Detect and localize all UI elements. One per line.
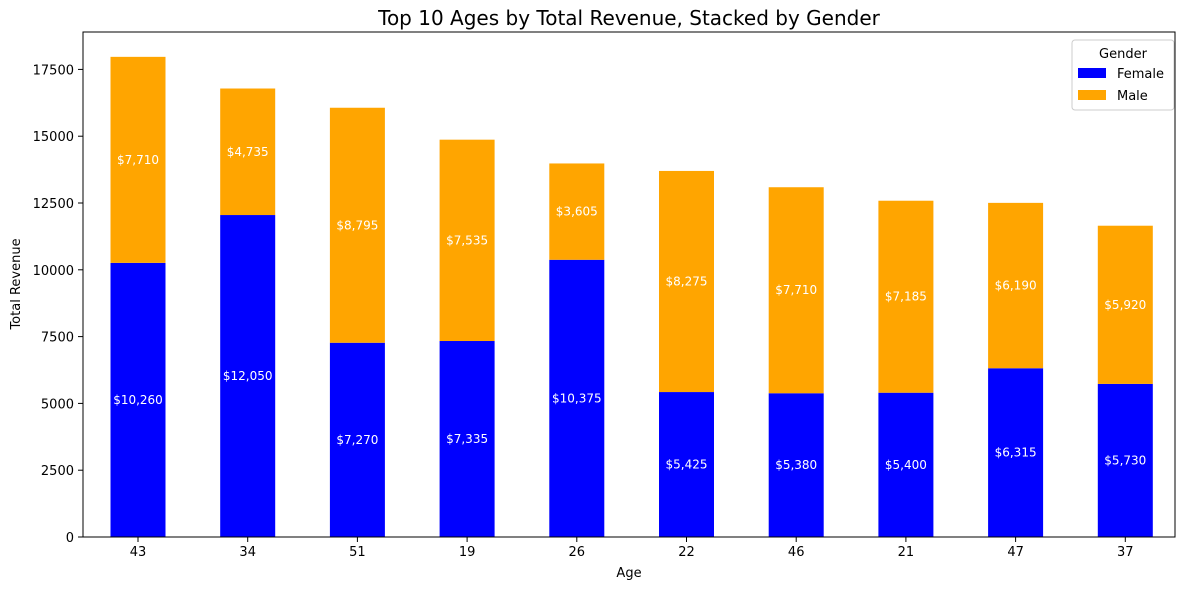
data-label-male-22: $8,275 [666, 274, 708, 288]
x-axis: 43 34 51 19 26 22 46 21 47 37 [130, 537, 1134, 560]
bar-male-26 [549, 163, 605, 260]
x-tick-label-19: 19 [459, 545, 476, 560]
x-tick-label-46: 46 [788, 545, 805, 560]
bar-male-51 [329, 107, 385, 343]
bar-female-34 [220, 215, 276, 537]
x-tick-label-51: 51 [349, 545, 366, 560]
data-label-female-26: $10,375 [552, 391, 602, 405]
data-label-female-34: $12,050 [223, 369, 273, 383]
x-tick-label-26: 26 [569, 545, 586, 560]
bar-male-34 [220, 88, 276, 216]
legend: Gender Female Male [1071, 39, 1175, 111]
bar-male-47 [988, 202, 1044, 369]
x-tick-label-22: 22 [678, 545, 695, 560]
y-tick-label-15000: 15000 [33, 130, 74, 145]
bar-female-21 [878, 392, 934, 537]
data-label-male-26: $3,605 [556, 205, 598, 219]
y-tick-label-5000: 5000 [41, 397, 74, 412]
bar-female-46 [768, 393, 824, 537]
y-axis-label: Total Revenue [9, 238, 24, 330]
data-label-female-22: $5,425 [666, 458, 708, 472]
legend-title: Gender [1099, 47, 1148, 62]
y-tick-label-2500: 2500 [41, 464, 74, 479]
legend-label-female: Female [1117, 67, 1164, 82]
data-label-male-51: $8,795 [336, 218, 378, 232]
data-labels-layer: $10,260 $7,710 $12,050 $4,735 $7,270 $8,795 $7… [113, 145, 1146, 472]
bar-female-37 [1097, 383, 1153, 537]
x-tick-label-37: 37 [1117, 545, 1134, 560]
bar-male-22 [659, 170, 714, 393]
y-axis: 0 2500 5000 7500 10000 12500 15000 17500 [33, 63, 83, 546]
bar-female-19 [439, 341, 495, 537]
y-tick-label-12500: 12500 [33, 197, 74, 212]
x-tick-label-43: 43 [130, 545, 147, 560]
plot-frame [82, 31, 1176, 538]
data-label-female-46: $5,380 [775, 458, 817, 472]
data-label-female-51: $7,270 [336, 433, 378, 447]
bar-female-26 [549, 259, 605, 537]
data-label-male-47: $6,190 [995, 279, 1037, 293]
x-axis-label: Age [616, 566, 641, 581]
y-tick-label-7500: 7500 [41, 331, 74, 346]
data-label-female-47: $6,315 [995, 446, 1037, 460]
bar-male-21 [878, 200, 934, 393]
bar-female-47 [988, 368, 1044, 537]
y-tick-label-0: 0 [66, 531, 74, 546]
data-label-female-21: $5,400 [885, 458, 927, 472]
data-label-male-37: $5,920 [1104, 298, 1146, 312]
data-label-male-21: $7,185 [885, 290, 927, 304]
bar-male-43 [110, 56, 166, 263]
legend-swatch-male [1078, 90, 1106, 100]
data-label-male-19: $7,535 [446, 233, 488, 247]
bar-female-22 [659, 392, 714, 537]
data-label-male-46: $7,710 [775, 283, 817, 297]
y-tick-label-10000: 10000 [33, 264, 74, 279]
data-label-female-19: $7,335 [446, 432, 488, 446]
data-label-male-43: $7,710 [117, 153, 159, 167]
chart-title: Top 10 Ages by Total Revenue, Stacked by… [377, 6, 881, 30]
bar-male-19 [439, 139, 495, 342]
data-label-female-43: $10,260 [113, 393, 163, 407]
legend-label-male: Male [1117, 89, 1148, 104]
bar-female-43 [110, 262, 166, 537]
legend-swatch-female [1078, 68, 1106, 78]
bars-layer [110, 56, 1153, 537]
data-label-male-34: $4,735 [227, 145, 269, 159]
x-tick-label-21: 21 [898, 545, 915, 560]
bar-male-37 [1097, 225, 1153, 384]
x-tick-label-34: 34 [239, 545, 256, 560]
data-label-female-37: $5,730 [1104, 453, 1146, 467]
bar-female-51 [329, 342, 385, 537]
x-tick-label-47: 47 [1007, 545, 1024, 560]
y-tick-label-17500: 17500 [33, 63, 74, 78]
bar-male-46 [768, 187, 824, 394]
